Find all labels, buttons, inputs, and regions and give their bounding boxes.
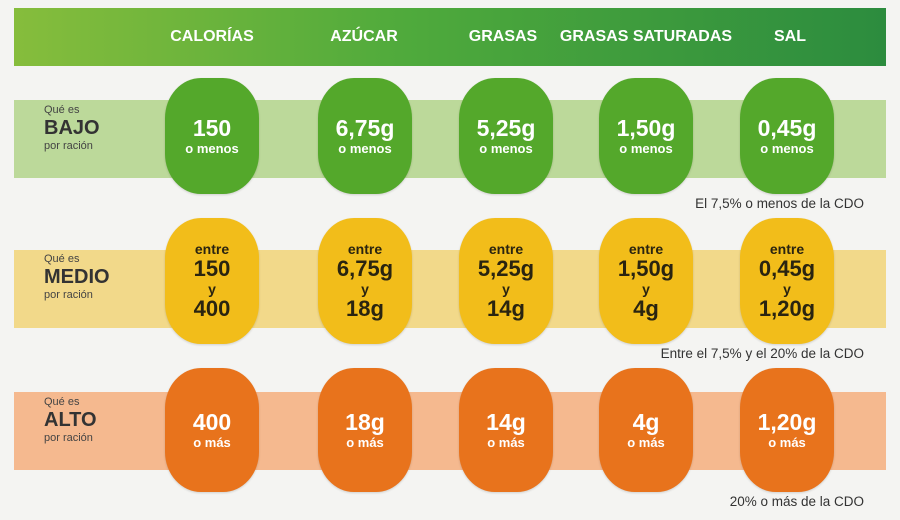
pill-alto-grasas-saturadas: 4g o más xyxy=(599,368,693,492)
pill-suffix: o menos xyxy=(185,141,239,156)
pill-suffix: o más xyxy=(346,435,384,450)
row-label-bajo: Qué es BAJO por ración xyxy=(44,104,100,152)
pill-suffix: o más xyxy=(627,435,665,450)
pill-suffix: o más xyxy=(768,435,806,450)
pill-alto-grasas: 14g o más xyxy=(459,368,553,492)
pill-bajo-azucar: 6,75g o menos xyxy=(318,78,412,194)
pill-connector: y xyxy=(642,281,650,297)
pill-medio-grasas: entre 5,25g y 14g xyxy=(459,218,553,344)
pill-value: 4g xyxy=(632,409,660,435)
pill-value-to: 18g xyxy=(346,296,384,321)
pill-connector: y xyxy=(783,281,791,297)
pill-prefix: entre xyxy=(488,241,524,257)
row-label-bajo-bottom: por ración xyxy=(44,140,93,152)
pill-prefix: entre xyxy=(628,241,664,257)
pill-connector: y xyxy=(208,281,216,297)
pill-suffix: o menos xyxy=(338,141,392,156)
row-label-alto-bottom: por ración xyxy=(44,432,93,444)
pill-bajo-grasas-saturadas: 1,50g o menos xyxy=(599,78,693,194)
pill-value: 1,50g xyxy=(616,115,676,141)
row-label-medio-top: Qué es xyxy=(44,253,80,265)
pill-medio-calorias: entre 150 y 400 xyxy=(165,218,259,344)
pill-alto-calorias: 400 o más xyxy=(165,368,259,492)
pill-value-to: 14g xyxy=(487,296,525,321)
pill-value-from: 5,25g xyxy=(477,256,535,281)
pill-value-from: 6,75g xyxy=(336,256,394,281)
pill-bajo-sal: 0,45g o menos xyxy=(740,78,834,194)
pill-prefix: entre xyxy=(347,241,383,257)
pill-alto-sal: 1,20g o más xyxy=(740,368,834,492)
pill-value: 18g xyxy=(345,409,385,435)
pill-connector: y xyxy=(361,281,369,297)
row-label-bajo-main: BAJO xyxy=(44,117,100,139)
header-bar: CALORÍAS AZÚCAR GRASAS GRASAS SATURADAS … xyxy=(14,8,886,66)
pill-value: 0,45g xyxy=(757,115,817,141)
pill-medio-sal: entre 0,45g y 1,20g xyxy=(740,218,834,344)
note-medio: Entre el 7,5% y el 20% de la CDO xyxy=(660,346,864,361)
pill-suffix: o menos xyxy=(760,141,814,156)
pill-medio-grasas-saturadas: entre 1,50g y 4g xyxy=(599,218,693,344)
row-label-medio: Qué es MEDIO por ración xyxy=(44,253,110,301)
pill-suffix: o menos xyxy=(479,141,533,156)
pill-value: 6,75g xyxy=(335,115,395,141)
note-bajo: El 7,5% o menos de la CDO xyxy=(695,196,864,211)
pill-value-to: 1,20g xyxy=(758,296,816,321)
header-calorias: CALORÍAS xyxy=(170,28,254,45)
header-grasas-saturadas: GRASAS SATURADAS xyxy=(559,28,733,45)
pill-bajo-grasas: 5,25g o menos xyxy=(459,78,553,194)
row-label-bajo-top: Qué es xyxy=(44,104,80,116)
pill-alto-azucar: 18g o más xyxy=(318,368,412,492)
pill-medio-azucar: entre 6,75g y 18g xyxy=(318,218,412,344)
pill-value-from: 0,45g xyxy=(758,256,816,281)
row-label-alto-main: ALTO xyxy=(44,409,97,431)
row-label-medio-main: MEDIO xyxy=(44,266,110,288)
header-sal: SAL xyxy=(774,28,806,45)
pill-suffix: o más xyxy=(487,435,525,450)
pill-value-from: 150 xyxy=(193,256,231,281)
pill-value-to: 400 xyxy=(193,296,231,321)
pill-value: 400 xyxy=(192,409,232,435)
pill-suffix: o más xyxy=(193,435,231,450)
pill-value: 150 xyxy=(192,115,232,141)
pill-value: 1,20g xyxy=(757,409,817,435)
pill-suffix: o menos xyxy=(619,141,673,156)
pill-connector: y xyxy=(502,281,510,297)
header-grasas: GRASAS xyxy=(468,28,538,45)
pill-prefix: entre xyxy=(769,241,805,257)
note-alto: 20% o más de la CDO xyxy=(729,494,864,509)
pill-value-from: 1,50g xyxy=(617,256,675,281)
pill-value: 14g xyxy=(486,409,526,435)
header-azucar: AZÚCAR xyxy=(330,28,398,45)
pill-value-to: 4g xyxy=(633,296,659,321)
pill-prefix: entre xyxy=(194,241,230,257)
row-label-medio-bottom: por ración xyxy=(44,289,93,301)
row-label-alto-top: Qué es xyxy=(44,396,80,408)
pill-bajo-calorias: 150 o menos xyxy=(165,78,259,194)
pill-value: 5,25g xyxy=(476,115,536,141)
row-label-alto: Qué es ALTO por ración xyxy=(44,396,97,444)
